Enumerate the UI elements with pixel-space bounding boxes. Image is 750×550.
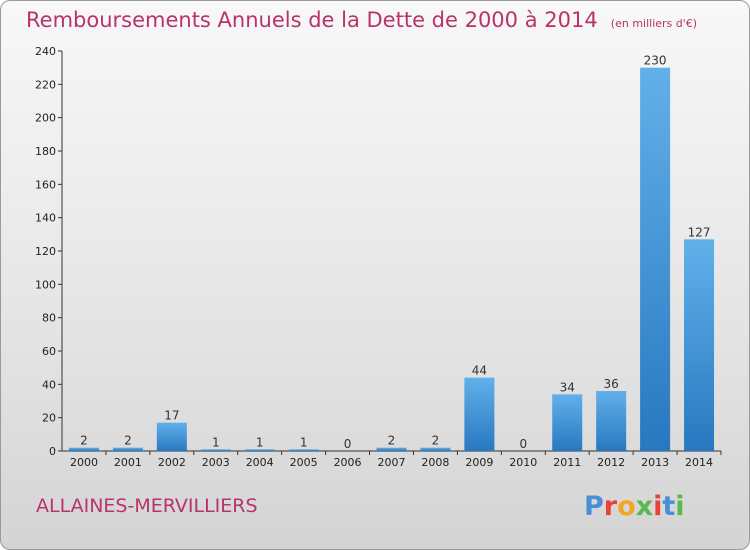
- y-tick-label: 80: [42, 312, 56, 325]
- logo-letter: P: [584, 491, 604, 522]
- logo-letter: t: [662, 491, 676, 522]
- y-tick-label: 240: [35, 45, 56, 58]
- x-tick-label: 2010: [509, 456, 537, 469]
- x-tick-label: 2014: [685, 456, 713, 469]
- bars: [68, 67, 715, 452]
- data-label-2004: 1: [256, 435, 264, 449]
- data-label-2005: 1: [300, 435, 308, 449]
- x-tick-label: 2001: [114, 456, 142, 469]
- chart-unit: (en milliers d'€): [610, 17, 698, 30]
- x-tick-label: 2011: [553, 456, 581, 469]
- data-label-2006: 0: [344, 437, 352, 451]
- bar-2009: [464, 377, 495, 451]
- y-tick-label: 100: [35, 278, 56, 291]
- y-tick-label: 200: [35, 112, 56, 125]
- logo-letter: r: [603, 491, 618, 522]
- title-row: Remboursements Annuels de la Dette de 20…: [26, 8, 697, 32]
- logo-letter: i: [675, 491, 685, 522]
- x-tick-label: 2007: [378, 456, 406, 469]
- bar-2001: [112, 447, 143, 451]
- x-tick-label: 2005: [290, 456, 318, 469]
- y-tick-label: 140: [35, 212, 56, 225]
- x-tick-label: 2002: [158, 456, 186, 469]
- data-label-2014: 127: [688, 225, 711, 239]
- bar-2008: [420, 447, 451, 451]
- data-label-2009: 44: [472, 364, 487, 378]
- bar-2012: [596, 391, 627, 451]
- x-tick-label: 2009: [465, 456, 493, 469]
- bar-2005: [288, 449, 319, 451]
- data-label-2012: 36: [604, 377, 619, 391]
- logo-letter: o: [617, 491, 636, 522]
- logo-letter: x: [635, 491, 654, 522]
- y-tick-label: 160: [35, 178, 56, 191]
- x-tick-label: 2000: [70, 456, 98, 469]
- commune-name: ALLAINES-MERVILLIERS: [36, 495, 258, 517]
- x-tick-label: 2013: [641, 456, 669, 469]
- bar-2014: [684, 239, 715, 451]
- x-tick-label: 2004: [246, 456, 274, 469]
- chart-title: Remboursements Annuels de la Dette de 20…: [26, 8, 598, 32]
- bar-2007: [376, 447, 407, 451]
- y-tick-label: 180: [35, 145, 56, 158]
- y-tick-label: 220: [35, 78, 56, 91]
- data-label-2007: 2: [388, 434, 396, 448]
- data-label-2008: 2: [432, 434, 440, 448]
- bar-2000: [68, 447, 99, 451]
- logo-letter: i: [653, 491, 663, 522]
- bar-2002: [156, 422, 187, 451]
- data-label-2011: 34: [560, 380, 575, 394]
- bar-2013: [640, 67, 671, 452]
- x-tick-label: 2012: [597, 456, 625, 469]
- data-label-2002: 17: [164, 409, 179, 423]
- data-label-2003: 1: [212, 435, 220, 449]
- bar-2004: [244, 449, 275, 451]
- x-tick-label: 2008: [421, 456, 449, 469]
- y-tick-label: 120: [35, 245, 56, 258]
- y-tick-label: 60: [42, 345, 56, 358]
- y-tick-label: 40: [42, 378, 56, 391]
- data-label-2013: 230: [644, 54, 667, 68]
- x-tick-label: 2006: [334, 456, 362, 469]
- bar-2011: [552, 394, 583, 451]
- data-label-2001: 2: [124, 434, 132, 448]
- y-tick-label: 0: [49, 445, 56, 458]
- proxiti-logo: Proxiti: [584, 491, 685, 522]
- bar-2003: [200, 449, 231, 451]
- data-label-2000: 2: [80, 434, 88, 448]
- y-tick-label: 20: [42, 412, 56, 425]
- x-tick-label: 2003: [202, 456, 230, 469]
- data-label-2010: 0: [519, 437, 527, 451]
